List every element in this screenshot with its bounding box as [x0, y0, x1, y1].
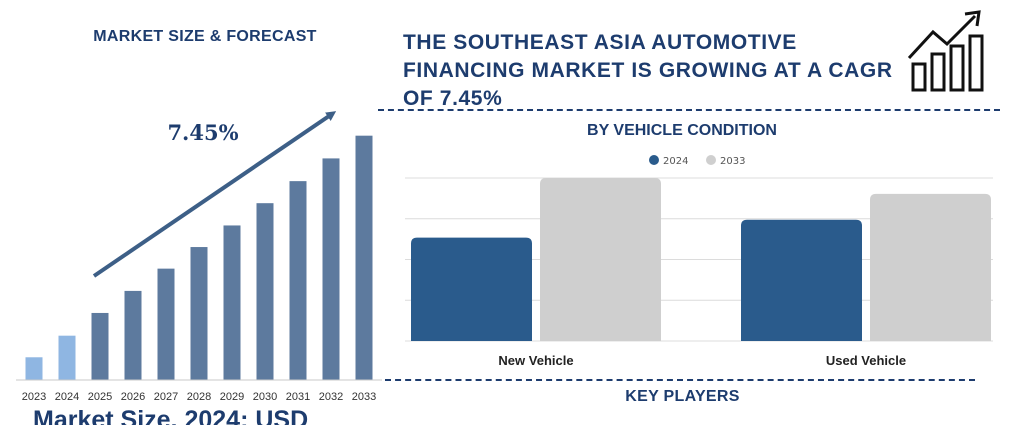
top-divider: [378, 109, 1000, 111]
bar-2028: [190, 247, 208, 380]
legend-label-2024: 2024: [663, 156, 688, 167]
bar-2032: [322, 158, 340, 380]
market-size-2024-label: Market Size, 2024: USD: [33, 406, 309, 425]
legend-marker-2024: [649, 155, 659, 165]
bar-new-vehicle-2033: [540, 178, 661, 341]
bar-new-vehicle-2024: [411, 237, 532, 341]
category-label: Used Vehicle: [826, 353, 906, 368]
chart-legend: 2024 2033: [649, 155, 745, 167]
x-tick-label: 2033: [352, 391, 376, 400]
market-size-forecast-title: MARKET SIZE & FORECAST: [93, 28, 317, 45]
legend-label-2033: 2033: [720, 156, 745, 167]
bar-used-vehicle-2033: [870, 193, 991, 341]
x-tick-label: 2023: [22, 391, 46, 400]
x-tick-label: 2025: [88, 391, 112, 400]
legend-marker-2033: [706, 155, 716, 165]
category-label: New Vehicle: [498, 353, 573, 368]
bar-2031: [289, 181, 307, 380]
growth-trend-arrow: [92, 111, 337, 278]
bar-2026: [124, 290, 142, 380]
bar-2029: [223, 225, 241, 380]
bar-2030: [256, 203, 274, 380]
x-tick-label: 2027: [154, 391, 178, 400]
x-tick-label: 2032: [319, 391, 343, 400]
bar-2023: [25, 357, 43, 380]
x-tick-label: 2026: [121, 391, 145, 400]
page-title: THE SOUTHEAST ASIA AUTOMOTIVE FINANCING …: [403, 31, 893, 110]
market-size-forecast-chart: 2023 2024 2025 2026 2027 2028 2029 2030 2031 2032…: [16, 111, 382, 400]
bottom-divider: [385, 379, 975, 381]
vehicle-condition-chart: BY VEHICLE CONDITION 2024 2033 New Vehic…: [405, 122, 993, 368]
x-tick-label: 2030: [253, 391, 277, 400]
cagr-annotation: 7.45%: [167, 120, 238, 145]
x-tick-label: 2024: [55, 391, 79, 400]
bar-2027: [157, 268, 175, 380]
x-tick-label: 2028: [187, 391, 211, 400]
bar-2033: [355, 135, 373, 380]
x-tick-label: 2029: [220, 391, 244, 400]
chart-title: BY VEHICLE CONDITION: [587, 122, 777, 139]
bar-2024: [58, 335, 76, 380]
x-tick-label: 2031: [286, 391, 310, 400]
growth-chart-icon: [905, 8, 987, 94]
bar-2025: [91, 312, 109, 380]
bar-used-vehicle-2024: [741, 219, 862, 341]
key-players-title: KEY PLAYERS: [625, 388, 740, 405]
